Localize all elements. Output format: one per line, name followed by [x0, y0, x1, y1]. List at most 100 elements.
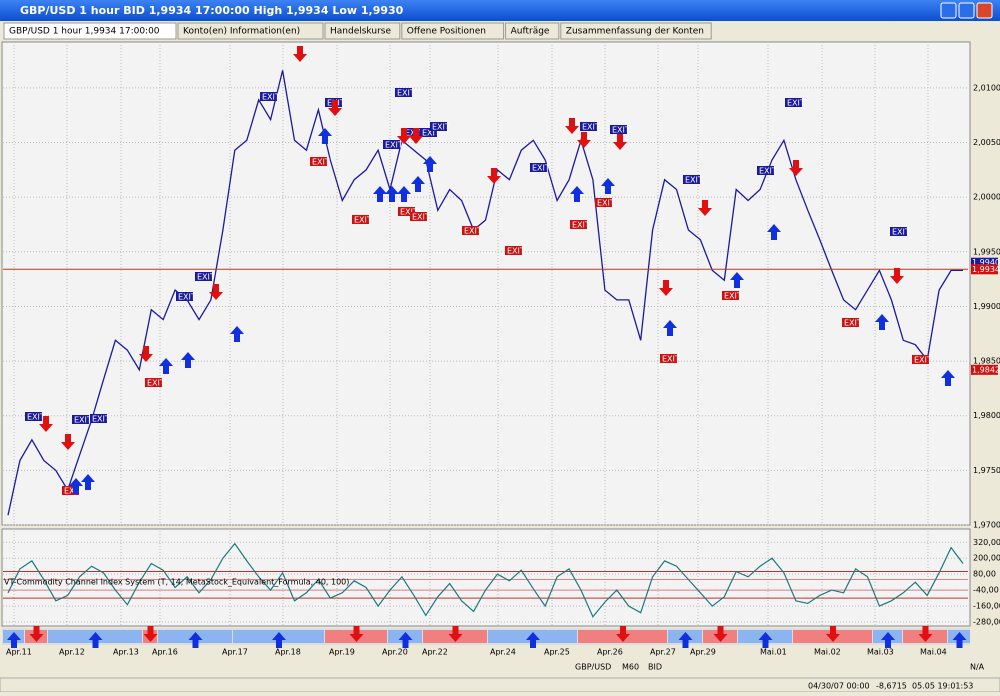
indicator-tick-label: -40,00	[973, 586, 999, 595]
y-tick-label: 2,0000	[973, 193, 1000, 202]
sell-arrow	[39, 416, 53, 432]
buy-arrow	[385, 186, 399, 202]
sell-arrow	[29, 626, 44, 642]
date-label: Apr.27	[650, 648, 676, 657]
tab[interactable]	[324, 22, 401, 40]
exit-marker	[610, 125, 627, 134]
date-label: Apr.22	[422, 648, 448, 657]
date-label: Mai.01	[760, 648, 787, 657]
indicator-tick-label: 80,00	[973, 570, 996, 579]
date-label: Apr.12	[59, 648, 85, 657]
exit-marker	[570, 220, 587, 229]
buy-arrow	[875, 314, 889, 330]
exit-label: EXIT	[507, 247, 525, 256]
buy-arrow	[81, 474, 95, 490]
date-label: Apr.13	[113, 648, 139, 657]
price-line	[7, 70, 963, 516]
buy-arrow	[181, 352, 195, 368]
tab[interactable]	[560, 22, 712, 40]
toolbar-symbol[interactable]: GBP/USD	[575, 663, 611, 672]
minimize-button[interactable]	[940, 2, 957, 19]
buy-arrow	[881, 632, 895, 648]
date-label: Mai.04	[920, 648, 947, 657]
tab-label: Aufträge	[511, 27, 550, 37]
buy-arrow	[398, 632, 413, 648]
exit-label: EXIT	[532, 164, 550, 173]
price-pane	[1, 41, 971, 526]
status-value: -8,6715	[876, 682, 907, 691]
exit-marker	[352, 215, 369, 224]
exit-marker	[530, 163, 547, 172]
buy-arrow	[7, 632, 21, 648]
exit-marker	[595, 198, 612, 207]
tab[interactable]	[401, 22, 505, 40]
buy-arrow	[373, 186, 387, 202]
exit-label: EXIT	[892, 228, 910, 237]
cci-line	[7, 542, 964, 618]
exit-marker	[912, 355, 929, 364]
exit-marker	[398, 207, 415, 216]
indicator-tick-label: -160,00	[973, 602, 1000, 611]
exit-marker	[195, 272, 212, 281]
sell-arrow	[713, 626, 728, 642]
tab-label: Konto(en) Information(en)	[183, 27, 300, 37]
exit-label: EXIT	[92, 415, 110, 424]
close-button[interactable]	[976, 2, 993, 19]
tab[interactable]	[177, 22, 324, 40]
exit-label: EXIT	[612, 126, 630, 135]
sell-arrow	[448, 626, 463, 642]
exit-marker	[25, 412, 42, 421]
buy-arrow	[397, 186, 411, 202]
sell-arrow	[349, 626, 364, 642]
date-label: Mai.02	[814, 648, 841, 657]
buy-arrow	[570, 186, 584, 202]
sell-arrow	[918, 626, 933, 642]
date-label: Apr.16	[152, 648, 178, 657]
buy-arrow	[678, 632, 693, 648]
indicator-tick-label: -280,00	[973, 618, 1000, 627]
buy-arrow	[318, 128, 332, 144]
tab[interactable]	[505, 22, 560, 40]
maximize-button[interactable]	[958, 2, 975, 19]
buy-arrow	[230, 326, 244, 342]
exit-marker	[420, 128, 437, 137]
sell-arrow	[328, 100, 342, 116]
exit-marker	[722, 291, 739, 300]
exit-label: EXIT	[197, 273, 215, 282]
buy-arrow	[758, 632, 773, 648]
exit-label: EXIT	[597, 199, 615, 208]
exit-marker	[580, 122, 597, 131]
buy-arrow	[526, 632, 540, 648]
sell-arrow	[487, 168, 501, 184]
y-tick-label: 1,9800	[973, 411, 1000, 420]
exit-label: EXIT	[397, 89, 415, 98]
buy-arrow	[423, 156, 437, 172]
date-label: Mai.03	[867, 648, 894, 657]
toolbar-zoom[interactable]: N/A	[970, 663, 985, 672]
tab[interactable]	[3, 22, 177, 40]
sell-arrow	[659, 280, 673, 296]
sell-arrow	[293, 46, 307, 62]
exit-marker	[72, 415, 89, 424]
sell-arrow	[577, 132, 591, 148]
toolbar	[0, 658, 1000, 677]
exit-label: EXIT	[724, 292, 742, 301]
exit-marker	[842, 318, 859, 327]
indicator-tick-label: 320,00	[973, 538, 1000, 547]
exit-label: EXIT	[400, 208, 418, 217]
buy-arrow	[159, 358, 173, 374]
exit-marker	[890, 227, 907, 236]
price-tag-label: 1,9940	[972, 258, 1000, 267]
date-label: Apr.17	[222, 648, 248, 657]
status-time: 04/30/07 00:00	[808, 682, 870, 691]
exit-label: EXIT	[685, 176, 703, 185]
exit-label: EXIT	[147, 379, 165, 388]
buy-arrow	[272, 632, 286, 648]
indicator-tick-label: 200,00	[973, 554, 1000, 563]
exit-label: EXIT	[412, 213, 430, 222]
exit-marker	[90, 414, 107, 423]
buy-arrow	[730, 272, 744, 288]
exit-marker	[176, 292, 193, 301]
toolbar-period[interactable]: M60	[622, 663, 639, 672]
toolbar-side[interactable]: BID	[648, 663, 662, 672]
